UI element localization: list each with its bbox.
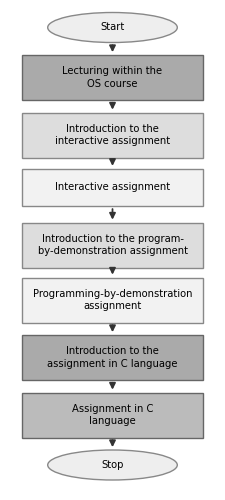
FancyBboxPatch shape — [22, 335, 202, 380]
Text: Introduction to the program-
by-demonstration assignment: Introduction to the program- by-demonstr… — [38, 234, 187, 256]
Text: Interactive assignment: Interactive assignment — [55, 182, 170, 192]
Ellipse shape — [48, 12, 177, 42]
Text: Programming-by-demonstration
assignment: Programming-by-demonstration assignment — [33, 289, 192, 311]
FancyBboxPatch shape — [22, 112, 202, 158]
Text: Start: Start — [100, 22, 125, 32]
Text: Assignment in C
language: Assignment in C language — [72, 404, 153, 426]
Ellipse shape — [48, 450, 177, 480]
Text: Introduction to the
interactive assignment: Introduction to the interactive assignme… — [55, 124, 170, 146]
FancyBboxPatch shape — [22, 278, 202, 322]
FancyBboxPatch shape — [22, 222, 202, 268]
Text: Lecturing within the
OS course: Lecturing within the OS course — [63, 66, 162, 88]
FancyBboxPatch shape — [22, 55, 202, 100]
Text: Introduction to the
assignment in C language: Introduction to the assignment in C lang… — [47, 346, 178, 368]
FancyBboxPatch shape — [22, 392, 202, 438]
FancyBboxPatch shape — [22, 169, 202, 206]
Text: Stop: Stop — [101, 460, 124, 470]
